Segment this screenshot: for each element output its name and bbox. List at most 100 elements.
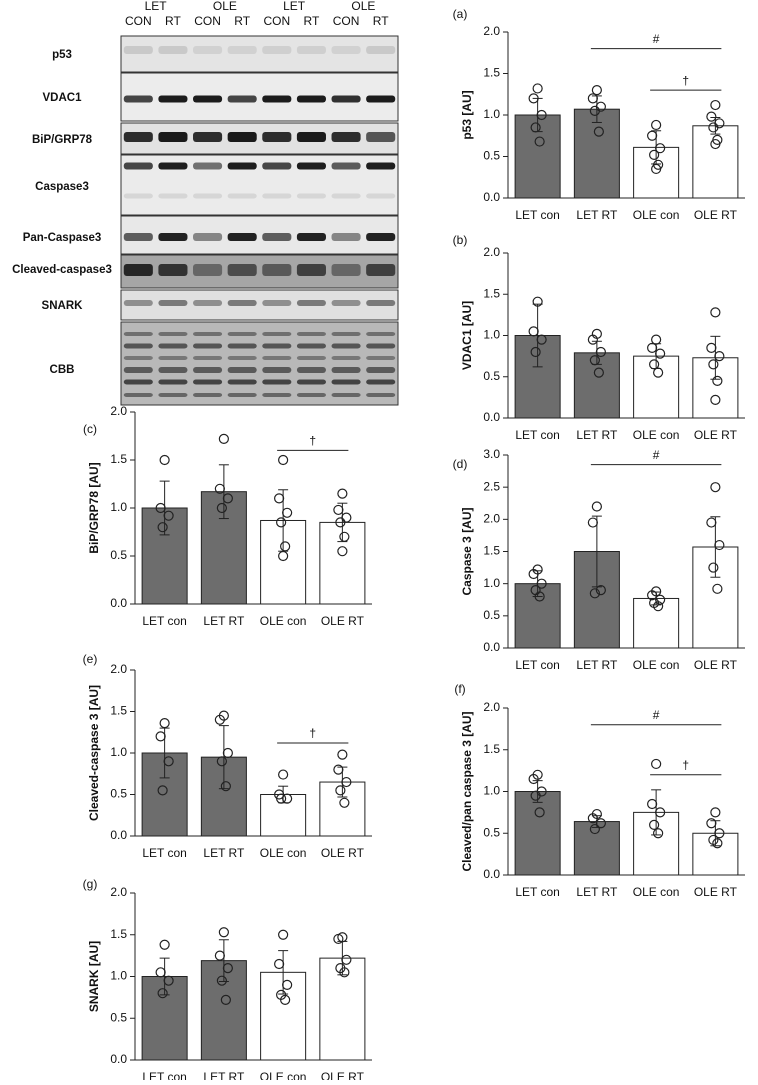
blot-band	[366, 233, 396, 241]
data-point	[157, 988, 168, 999]
x-tick-label: OLE con	[633, 428, 680, 442]
x-tick-label: LET RT	[203, 614, 245, 628]
blot-band	[366, 332, 396, 336]
lane-group-label: LET	[145, 0, 168, 13]
data-point	[536, 334, 547, 345]
x-tick-label: OLE con	[633, 208, 680, 222]
y-tick-label: 1.5	[110, 704, 127, 718]
x-tick-label: OLE RT	[694, 885, 738, 899]
blot-band	[331, 343, 361, 349]
blot-band	[123, 233, 153, 241]
blot-band	[262, 343, 292, 349]
blot-band	[123, 300, 153, 306]
y-tick-label: 0.0	[483, 190, 500, 204]
lane-group-label: OLE	[351, 0, 375, 13]
data-point	[155, 502, 166, 514]
blot-band	[193, 367, 223, 373]
data-point	[341, 776, 352, 788]
y-tick-label: 2.0	[110, 885, 127, 899]
panel-label: (a)	[453, 7, 468, 21]
significance-label: #	[653, 448, 660, 462]
data-point	[589, 823, 600, 835]
y-tick-label: 1.5	[483, 286, 500, 300]
blot-band	[123, 193, 153, 199]
bar	[573, 821, 620, 876]
blot-band	[262, 332, 292, 336]
y-tick-label: 1.5	[110, 927, 127, 941]
blot-band	[331, 46, 361, 54]
blot-band	[296, 343, 326, 349]
y-axis-label: p53 [AU]	[460, 90, 474, 139]
blot-band	[296, 379, 326, 385]
bar	[319, 521, 366, 605]
x-tick-label: OLE con	[260, 614, 307, 628]
blot-band	[296, 332, 326, 336]
data-point	[339, 531, 350, 542]
data-point	[708, 359, 719, 370]
blot-band	[193, 379, 223, 385]
y-tick-label: 0.5	[483, 825, 500, 839]
data-point	[157, 522, 168, 533]
panel-label: (f)	[454, 682, 465, 696]
data-point	[587, 334, 598, 345]
data-point	[339, 967, 350, 978]
data-point	[216, 975, 227, 986]
x-tick-label: OLE con	[260, 846, 307, 860]
data-point	[218, 927, 229, 938]
y-tick-label: 1.5	[483, 742, 500, 756]
blot-band	[262, 162, 292, 170]
blot-band	[227, 393, 257, 397]
data-point	[222, 747, 233, 759]
data-point	[159, 939, 170, 950]
data-point	[534, 591, 545, 602]
data-point	[274, 493, 285, 504]
data-point	[339, 797, 350, 808]
lane-label: RT	[234, 14, 250, 28]
blot-band	[158, 356, 188, 360]
blot-band	[296, 193, 326, 199]
data-point	[710, 807, 721, 818]
y-tick-label: 1.5	[110, 452, 127, 466]
y-tick-label: 0.0	[483, 410, 500, 424]
x-tick-label: LET RT	[576, 428, 618, 442]
data-point	[278, 550, 289, 562]
blot-band	[123, 367, 153, 373]
blot-band	[366, 379, 396, 385]
blot-band	[331, 393, 361, 397]
data-point	[220, 781, 231, 792]
blot-band	[227, 264, 257, 276]
data-point	[218, 433, 229, 444]
data-point	[595, 346, 606, 358]
blot-band	[262, 356, 292, 360]
data-point	[653, 828, 664, 839]
blot-band	[193, 162, 223, 170]
y-tick-label: 1.0	[110, 500, 127, 514]
blot-band	[123, 162, 153, 170]
blot-row-label: Pan-Caspase3	[23, 232, 102, 244]
data-point	[708, 122, 719, 133]
data-point	[532, 83, 543, 94]
blot-band	[331, 162, 361, 170]
data-point	[647, 798, 658, 810]
blot-band	[227, 95, 257, 103]
x-tick-label: OLE con	[633, 658, 680, 672]
data-point	[587, 517, 598, 528]
data-point	[593, 367, 604, 378]
data-point	[337, 488, 348, 499]
data-point	[159, 454, 170, 466]
data-point	[655, 807, 666, 818]
panel-label: (c)	[83, 422, 97, 436]
blot-band	[193, 300, 223, 306]
data-point	[528, 773, 539, 785]
blot-band	[123, 356, 153, 360]
blot-band	[227, 233, 257, 241]
x-tick-label: LET con	[515, 885, 559, 899]
x-tick-label: OLE RT	[694, 658, 738, 672]
x-tick-label: LET con	[515, 658, 559, 672]
data-point	[706, 517, 717, 528]
data-point	[655, 143, 666, 154]
blot-band	[158, 332, 188, 336]
panel-label: (e)	[83, 652, 98, 666]
x-tick-label: LET con	[515, 428, 559, 442]
